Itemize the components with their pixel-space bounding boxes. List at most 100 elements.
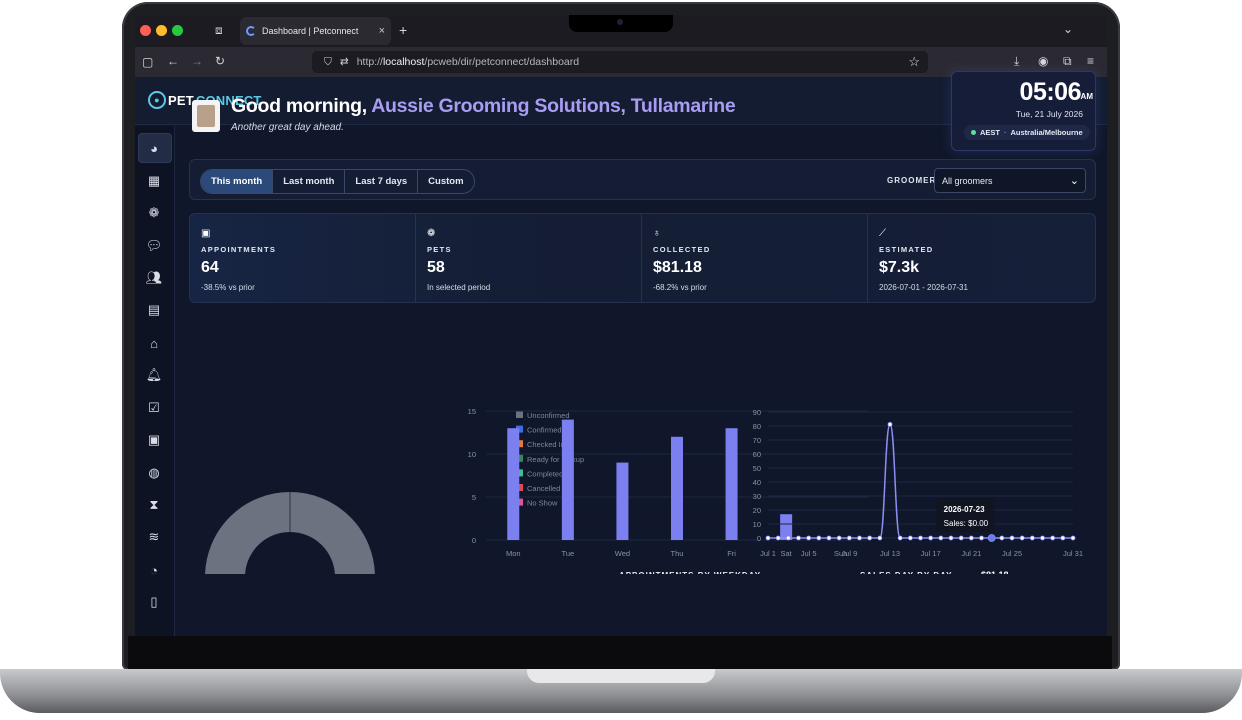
legend-label: Checked In — [527, 440, 565, 449]
bar — [725, 428, 738, 540]
account-icon[interactable]: ◉ — [1038, 54, 1049, 68]
x-tick-label: Sun — [834, 549, 847, 558]
paw-icon[interactable]: ❁ — [148, 205, 160, 220]
greeting-subtitle: Another great day ahead. — [231, 122, 344, 133]
y-tick-label: 0 — [757, 534, 761, 543]
reload-icon[interactable]: ↻ — [215, 54, 226, 68]
y-tick-label: 0 — [472, 536, 476, 545]
sales-point — [1070, 535, 1076, 541]
paw-icon: ❁ — [427, 228, 436, 239]
y-tick-label: 80 — [753, 422, 761, 431]
extensions-icon[interactable]: ⧉ — [1063, 54, 1072, 68]
coins-icon[interactable]: ≋ — [148, 529, 160, 544]
charts-area: Unconfirmed Confirmed Checked In Ready for … — [176, 315, 1107, 574]
y-tick-label: 40 — [753, 478, 761, 487]
minimize-window-button[interactable] — [156, 25, 167, 36]
sales-point — [1050, 535, 1056, 541]
globe-icon[interactable]: ◍ — [148, 465, 160, 480]
bookmark-star-icon[interactable]: ☆ — [908, 54, 920, 69]
tooltip-value: Sales: $0.00 — [944, 519, 989, 528]
live-dot-icon — [971, 130, 976, 135]
site-permissions-icon[interactable]: ⇄ — [339, 56, 349, 68]
close-tab-icon[interactable]: × — [378, 25, 385, 37]
x-tick-label: Jul 31 — [1063, 549, 1083, 558]
stat-label: ESTIMATED — [879, 245, 934, 254]
calendar-check-icon[interactable]: ☑ — [148, 400, 160, 415]
petconnect-logo[interactable]: ● PET CONNECT — [148, 91, 262, 109]
x-tick-label: Mon — [506, 549, 521, 558]
close-window-button[interactable] — [140, 25, 151, 36]
pie-chart-icon[interactable]: ◔ — [150, 562, 158, 578]
legend-label: No Show — [527, 499, 558, 508]
downloads-icon[interactable]: ⤓ — [1014, 54, 1020, 68]
users-icon[interactable]: 👥︎ — [145, 270, 163, 285]
y-tick-label: 50 — [753, 464, 761, 473]
sales-point — [897, 535, 903, 541]
bar — [616, 462, 629, 540]
calendar-icon[interactable]: ▦ — [147, 173, 161, 188]
sales-point — [928, 535, 934, 541]
back-icon[interactable]: ← — [167, 54, 179, 68]
sales-point — [867, 535, 873, 541]
bar — [507, 428, 520, 540]
tz-abbr: AEST — [980, 128, 1001, 137]
logo-text-pet: PET — [168, 92, 194, 108]
camera-notch — [569, 15, 673, 32]
tz-name: Australia/Melbourne — [1010, 128, 1083, 137]
dashboard-gauge-icon[interactable]: ◕ — [150, 140, 158, 156]
menu-icon[interactable]: ≡ — [1087, 54, 1095, 68]
sidebar-toggle-icon[interactable]: ▢ — [142, 55, 154, 69]
sales-point — [826, 535, 832, 541]
tab-overview-icon[interactable]: ⧈ — [215, 23, 223, 37]
x-tick-label: Sat — [781, 549, 793, 558]
groomer-select-value: All groomers — [942, 175, 993, 186]
x-tick-label: Jul 25 — [1002, 549, 1022, 558]
sales-point — [938, 535, 944, 541]
groomer-select[interactable]: All groomers ⌄ — [934, 168, 1086, 193]
browser-tab[interactable]: Dashboard | Petconnect × — [240, 17, 391, 45]
sales-point — [979, 535, 984, 541]
stat-appointments: ▣ APPOINTMENTS 64 -38.5% vs prior — [190, 214, 416, 302]
y-tick-label: 90 — [753, 408, 761, 417]
calendar-day-icon[interactable]: ▣ — [147, 432, 161, 447]
legend-label: Completed — [527, 469, 563, 478]
sidebar-active-highlight — [138, 133, 172, 163]
range-last-7-days[interactable]: Last 7 days — [345, 170, 419, 193]
file-invoice-icon[interactable]: ▯ — [150, 594, 158, 609]
calendar-check-icon: ▣ — [201, 228, 211, 239]
address-bar[interactable]: ⛉ ⇄ http://localhost/pcweb/dir/petconnec… — [312, 51, 928, 73]
legend-swatch — [516, 440, 523, 448]
y-tick-label: 70 — [753, 436, 761, 445]
range-this-month[interactable]: This month — [201, 170, 274, 193]
legend-label: Ready for Pickup — [527, 455, 584, 464]
charts-svg: Unconfirmed Confirmed Checked In Ready for … — [205, 407, 1083, 574]
sales-point — [987, 534, 996, 542]
stat-collected: ♁ COLLECTED $81.18 -68.2% vs prior — [642, 214, 868, 302]
maximize-window-button[interactable] — [172, 25, 183, 36]
stat-value: $7.3k — [879, 259, 920, 276]
range-custom[interactable]: Custom — [428, 176, 464, 187]
new-tab-button[interactable]: + — [399, 22, 408, 38]
range-last-month[interactable]: Last month — [273, 170, 346, 193]
tab-list-chevron-icon[interactable]: ⌄ — [1063, 22, 1074, 36]
forward-icon[interactable]: → — [191, 54, 203, 68]
register-icon[interactable]: ▤ — [147, 302, 161, 317]
url-text: http://localhost/pcweb/dir/petconnect/da… — [356, 56, 580, 68]
clock-time: 05:06 — [1019, 78, 1082, 106]
laptop-base-notch — [527, 669, 715, 683]
x-tick-label: Thu — [671, 549, 684, 558]
store-icon[interactable]: ⌂ — [150, 335, 158, 351]
sales-point — [857, 535, 862, 541]
tooltip-date: 2026-07-23 — [944, 505, 985, 514]
x-tick-label: Jul 13 — [880, 549, 900, 558]
x-tick-label: Wed — [615, 549, 630, 558]
chat-icon[interactable]: 💬︎ — [145, 238, 163, 253]
sales-point — [918, 535, 923, 541]
hourglass-icon[interactable]: ⧗ — [149, 497, 159, 512]
chevron-down-icon: ⌄ — [1069, 175, 1079, 187]
bell-sidebar-icon[interactable]: 🔔︎ — [145, 367, 163, 382]
stat-value: 58 — [427, 259, 445, 276]
x-tick-label: Tue — [562, 549, 575, 558]
stat-label: APPOINTMENTS — [201, 245, 277, 254]
x-tick-label: Fri — [727, 549, 736, 558]
